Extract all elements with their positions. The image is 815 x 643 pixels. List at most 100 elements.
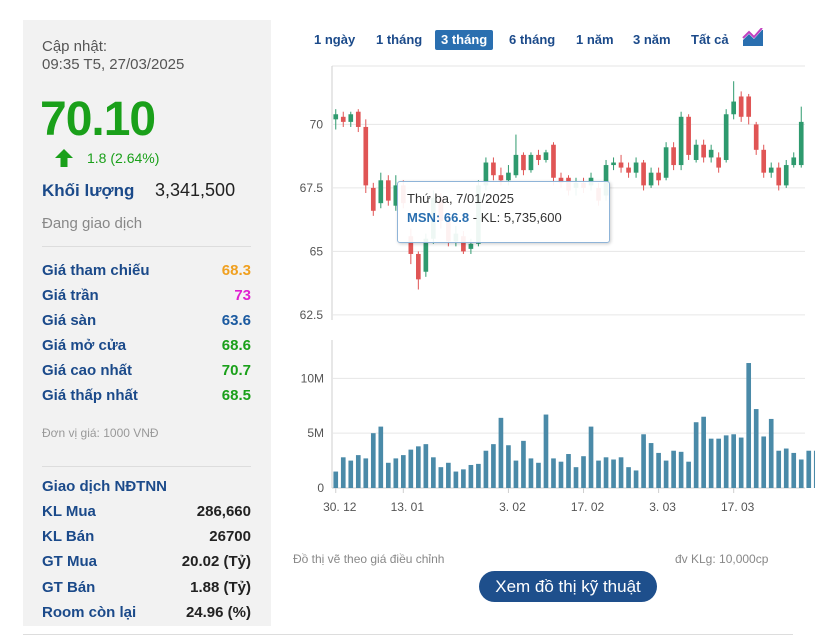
low-price-value: 68.5	[221, 387, 251, 404]
price-tick-label: 62.5	[300, 308, 324, 322]
tooltip-date: Thứ ba, 7/01/2025	[407, 191, 515, 206]
candle	[663, 147, 669, 178]
candle	[551, 144, 556, 178]
candle	[393, 185, 399, 206]
price-change: 1.8 (2.64%)	[87, 150, 160, 166]
update-label: Cập nhật:	[42, 38, 108, 55]
candle	[618, 162, 624, 168]
trading-status: Đang giao dịch	[42, 215, 143, 232]
floor-price-value: 63.6	[221, 312, 251, 329]
volume-bar	[348, 460, 354, 488]
tooltip-volume: 5,735,600	[503, 210, 562, 225]
volume-bar	[596, 460, 601, 488]
volume-tick-label: 10M	[301, 371, 324, 385]
x-tick-label: 3. 02	[499, 500, 526, 514]
volume-bar	[671, 450, 676, 488]
volume-bar	[686, 461, 691, 488]
volume-bar	[340, 457, 346, 488]
volume-value: 3,341,500	[155, 180, 236, 200]
candle	[693, 144, 699, 160]
volume-bar	[761, 436, 767, 488]
volume-bar	[543, 414, 549, 488]
chart-note-right: đv KLg: 10,000cp	[675, 552, 769, 566]
volume-bar	[581, 456, 586, 488]
volume-bar	[798, 459, 804, 488]
volume-bar	[521, 440, 526, 488]
volume-bar	[783, 448, 789, 488]
candle	[461, 236, 466, 252]
candle	[423, 238, 429, 272]
volume-bar	[416, 446, 421, 488]
tooltip-sep: - KL:	[469, 210, 504, 225]
candle	[633, 162, 639, 173]
x-tick-label: 30. 12	[323, 500, 357, 514]
candle	[363, 126, 369, 186]
volume-bar	[355, 455, 361, 488]
arrow-up-icon	[55, 149, 73, 167]
volume-bar	[363, 458, 369, 488]
candle	[686, 116, 691, 155]
foreign-buy-val-label: GT Mua	[42, 553, 97, 570]
foreign-buy-val-value: 20.02 (Tỷ)	[181, 553, 251, 570]
candle	[521, 154, 526, 171]
candle	[385, 180, 391, 201]
volume-bar	[693, 422, 699, 488]
foreign-sell-vol-label: KL Bán	[42, 528, 95, 545]
foreign-trade-title: Giao dịch NĐTNN	[42, 478, 168, 495]
price-tick-label: 67.5	[300, 181, 324, 195]
ref-price-value: 68.3	[221, 262, 251, 279]
volume-bar	[566, 454, 571, 488]
volume-bar	[453, 471, 459, 488]
volume-bar	[461, 469, 466, 488]
candle	[731, 101, 737, 115]
update-time: 09:35 T5, 27/03/2025	[42, 56, 185, 73]
volume-bar	[333, 471, 339, 488]
open-price-value: 68.6	[221, 337, 251, 354]
candle	[416, 253, 421, 280]
candle	[408, 236, 414, 254]
divider	[42, 246, 251, 247]
volume-bar	[641, 434, 646, 488]
volume-bar	[378, 426, 384, 488]
volume-bar	[611, 459, 616, 488]
candle	[333, 114, 339, 120]
candle	[798, 121, 804, 166]
room-remaining-label: Room còn lại	[42, 604, 137, 621]
volume-bar	[393, 458, 399, 488]
volume-bar	[806, 450, 812, 488]
x-tick-label: 13. 01	[391, 500, 425, 514]
volume-bar	[446, 462, 451, 488]
candle	[656, 172, 661, 181]
high-price-value: 70.7	[221, 362, 251, 379]
bottom-divider	[23, 634, 793, 635]
volume-bar	[468, 464, 474, 488]
volume-bar	[791, 452, 797, 488]
tab-6-months[interactable]: 6 tháng	[509, 32, 556, 47]
volume-bar	[776, 450, 782, 488]
tab-1-year[interactable]: 1 năm	[576, 32, 614, 47]
tab-3-years[interactable]: 3 năm	[633, 32, 671, 47]
candle	[768, 167, 774, 173]
candle	[603, 165, 609, 196]
volume-bar	[423, 444, 429, 488]
tab-3-months[interactable]: 3 tháng	[435, 30, 494, 50]
candle	[543, 152, 549, 160]
chart-note-left: Đồ thị vẽ theo giá điều chỉnh	[293, 552, 445, 566]
tab-1-month[interactable]: 1 tháng	[376, 32, 423, 47]
candle	[671, 147, 676, 166]
volume-bar	[701, 416, 706, 488]
candle	[513, 154, 519, 176]
ceiling-price-label: Giá trần	[42, 287, 99, 304]
tab-all[interactable]: Tất cả	[691, 32, 729, 47]
tab-1-day[interactable]: 1 ngày	[314, 32, 356, 47]
technical-chart-button[interactable]: Xem đồ thị kỹ thuật	[479, 571, 657, 602]
volume-bar	[476, 463, 481, 488]
ceiling-price-value: 73	[234, 287, 251, 304]
volume-bar	[813, 450, 815, 488]
tooltip: Thứ ba, 7/01/2025 MSN: 66.8 - KL: 5,735,…	[397, 181, 610, 243]
candle	[498, 175, 504, 181]
area-chart-icon[interactable]	[742, 28, 764, 48]
volume-bar	[731, 434, 737, 488]
volume-bar	[588, 426, 594, 488]
volume-bar	[491, 444, 496, 488]
